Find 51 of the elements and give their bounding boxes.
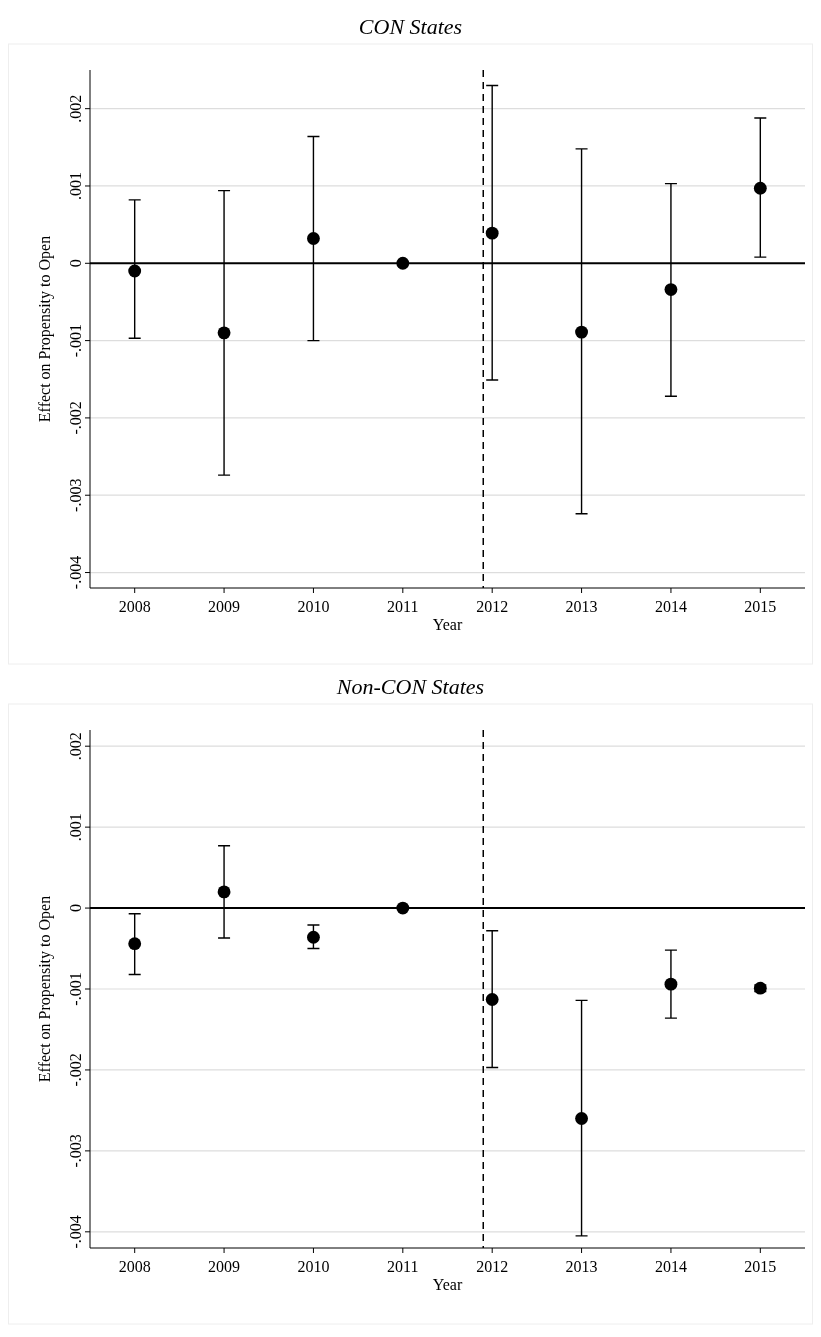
x-tick-label: 2010 xyxy=(297,1258,330,1275)
y-tick-label: -.003 xyxy=(67,478,84,512)
point xyxy=(396,256,410,270)
x-tick-label: 2015 xyxy=(744,598,777,615)
x-tick-label: 2009 xyxy=(208,1258,241,1275)
point xyxy=(128,937,142,951)
y-tick-label: -.004 xyxy=(67,1215,84,1249)
y-tick-label: .001 xyxy=(67,813,84,842)
point xyxy=(217,885,231,899)
x-tick-label: 2015 xyxy=(744,1258,777,1275)
chart-title: Non-CON States xyxy=(335,674,485,699)
x-tick-label: 2013 xyxy=(565,1258,598,1275)
y-tick-label: 0 xyxy=(67,259,84,268)
y-tick-label: .002 xyxy=(67,94,84,123)
y-tick-label: -.003 xyxy=(67,1134,84,1168)
y-tick-label: -.002 xyxy=(67,1053,84,1087)
point xyxy=(575,1112,588,1125)
x-tick-label: 2011 xyxy=(387,598,419,615)
point xyxy=(753,181,767,195)
y-axis-title: Effect on Propensity to Open xyxy=(36,235,54,423)
point xyxy=(485,993,499,1006)
point xyxy=(396,901,410,915)
x-axis-title: Year xyxy=(432,616,463,633)
point xyxy=(307,232,320,245)
x-tick-label: 2008 xyxy=(118,598,151,615)
y-tick-label: .001 xyxy=(67,171,84,200)
point xyxy=(307,930,320,944)
y-tick-label: -.002 xyxy=(67,401,84,435)
y-tick-label: -.004 xyxy=(67,555,84,590)
point xyxy=(575,325,588,339)
x-tick-label: 2009 xyxy=(208,598,241,615)
x-tick-label: 2014 xyxy=(654,598,687,615)
point xyxy=(664,283,678,296)
y-tick-label: 0 xyxy=(67,904,84,913)
chart-title: CON States xyxy=(358,14,463,39)
y-axis-title: Effect on Propensity to Open xyxy=(36,895,54,1083)
point xyxy=(128,264,142,278)
y-tick-label: .002 xyxy=(67,732,84,761)
point xyxy=(664,977,678,991)
x-tick-label: 2008 xyxy=(118,1258,151,1275)
y-tick-label: -.001 xyxy=(67,323,84,358)
x-axis-title: Year xyxy=(432,1276,463,1293)
point xyxy=(217,326,231,340)
point xyxy=(485,226,499,240)
x-tick-label: 2010 xyxy=(297,598,330,615)
x-tick-label: 2013 xyxy=(565,598,598,615)
x-tick-label: 2012 xyxy=(476,598,509,615)
y-tick-label: -.001 xyxy=(67,972,84,1006)
x-tick-label: 2012 xyxy=(476,1258,509,1275)
x-tick-label: 2011 xyxy=(387,1258,419,1275)
x-tick-label: 2014 xyxy=(654,1258,687,1275)
